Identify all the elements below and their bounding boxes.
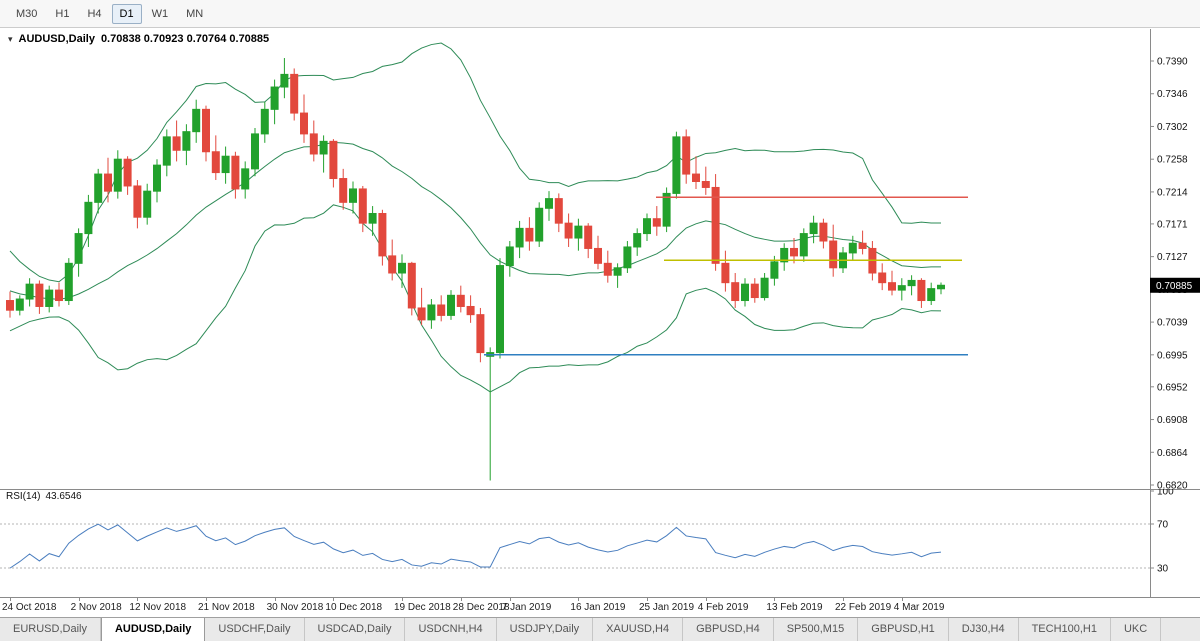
date-tick (137, 598, 139, 601)
chart-tabs-bar: EURUSD,Daily AUDUSD,Daily USDCHF,Daily USDC… (0, 617, 1200, 641)
rsi-levels: 100 70 30 (0, 489, 1174, 575)
price-axis[interactable]: 0.7390 0.7346 0.7302 0.7258 0.7214 0.7171 0.71… (1150, 57, 1188, 490)
date-label: 30 Nov 2018 (266, 602, 324, 613)
chart-symbol-label: AUDUSD,Daily (18, 33, 95, 45)
date-tick (333, 598, 335, 601)
current-price-badge: 0.70885 (1150, 277, 1200, 293)
date-label: 16 Jan 2019 (570, 602, 626, 613)
date-label: 10 Dec 2018 (325, 602, 383, 613)
date-tick (843, 598, 844, 601)
chart-tab-usdcnh-h4[interactable]: USDCNH,H4 (405, 618, 497, 641)
chart-tab-usdcad-daily[interactable]: USDCAD,Daily (305, 618, 406, 641)
rsi-value: 43.6546 (45, 491, 82, 502)
chart-tab-usdchf-daily[interactable]: USDCHF,Daily (205, 618, 305, 641)
chart-tab-ukc[interactable]: UKC (1111, 618, 1162, 641)
timeframe-button-d1[interactable]: D1 (111, 3, 142, 24)
chart-tab-usdjpy-daily[interactable]: USDJPY,Daily (497, 618, 594, 641)
date-label: 22 Feb 2019 (835, 602, 892, 613)
svg-text:70: 70 (1157, 520, 1169, 531)
rsi-indicator-label: RSI(14) 43.6546 (6, 491, 82, 502)
chart-ohlc-values: 0.70838 0.70923 0.70764 0.70885 (100, 33, 270, 45)
date-label: 13 Feb 2019 (766, 602, 823, 613)
rsi-panel[interactable]: 100 70 30 (0, 489, 1200, 597)
chart-title: ▾ AUDUSD,Daily 0.70838 0.70923 0.70764 0… (8, 33, 269, 45)
chart-tab-sp500-m15[interactable]: SP500,M15 (774, 618, 859, 641)
timeframe-button-h1[interactable]: H1 (55, 7, 70, 20)
date-label: 28 Dec 2018 (452, 602, 510, 613)
chart-dropdown-icon[interactable]: ▾ (8, 33, 13, 44)
date-label: 2 Nov 2018 (70, 602, 122, 613)
chart-tab-gbpusd-h4[interactable]: GBPUSD,H4 (683, 618, 774, 641)
date-tick (78, 598, 80, 601)
horizontal-level-lines[interactable] (484, 196, 968, 356)
chart-tab-eurusd-daily[interactable]: EURUSD,Daily (0, 618, 101, 641)
date-tick (509, 598, 511, 601)
date-label: 7 Jan 2019 (501, 602, 552, 613)
timeframe-toolbar: M30 H1 H4 D1 W1 MN (0, 0, 1200, 28)
svg-text:0.7390: 0.7390 (1157, 57, 1188, 68)
date-tick (705, 598, 707, 601)
date-tick (901, 598, 903, 601)
svg-text:0.6952: 0.6952 (1157, 382, 1188, 393)
timeframe-button-mn[interactable]: MN (186, 7, 204, 20)
chart-tab-gbpusd-h1[interactable]: GBPUSD,H1 (858, 618, 949, 641)
svg-text:0.7346: 0.7346 (1157, 89, 1188, 100)
date-label: 21 Nov 2018 (198, 602, 255, 613)
svg-text:0.7214: 0.7214 (1157, 187, 1188, 198)
svg-text:0.7127: 0.7127 (1157, 252, 1188, 263)
bollinger-bands (9, 42, 942, 393)
date-tick (402, 598, 403, 601)
candles (6, 58, 945, 481)
date-label: 4 Mar 2019 (893, 602, 945, 613)
date-axis[interactable]: 24 Oct 2018 2 Nov 2018 12 Nov 2018 21 Nov 2… (0, 597, 1200, 617)
date-label: 12 Nov 2018 (129, 602, 187, 613)
date-tick (578, 598, 580, 601)
date-tick (647, 598, 648, 601)
date-tick (274, 598, 276, 601)
svg-text:0.70885: 0.70885 (1156, 281, 1193, 292)
date-label: 25 Jan 2019 (639, 602, 695, 613)
svg-text:0.7258: 0.7258 (1157, 155, 1188, 166)
timeframe-button-h4[interactable]: H4 (87, 7, 102, 20)
svg-text:30: 30 (1157, 564, 1169, 575)
date-tick (774, 598, 776, 601)
svg-text:0.6864: 0.6864 (1157, 448, 1188, 459)
date-tick (460, 598, 462, 601)
date-tick (10, 598, 11, 601)
chart-tab-dj30-h4[interactable]: DJ30,H4 (949, 618, 1019, 641)
timeframe-button-m30[interactable]: M30 (16, 7, 38, 20)
svg-text:100: 100 (1157, 489, 1174, 498)
date-label: 4 Feb 2019 (697, 602, 749, 613)
timeframe-button-w1[interactable]: W1 (151, 7, 169, 20)
svg-text:0.7302: 0.7302 (1157, 122, 1188, 133)
date-label: 19 Dec 2018 (394, 602, 451, 613)
price-chart[interactable]: 0.7390 0.7346 0.7302 0.7258 0.7214 0.7171 0.71… (0, 29, 1200, 489)
rsi-line (9, 523, 942, 569)
chart-tab-tech100-h1[interactable]: TECH100,H1 (1019, 618, 1111, 641)
svg-text:0.7039: 0.7039 (1157, 318, 1188, 329)
svg-text:0.6995: 0.6995 (1157, 350, 1188, 361)
svg-text:0.6820: 0.6820 (1157, 481, 1188, 489)
date-tick (206, 598, 207, 601)
rsi-name: RSI(14) (6, 491, 41, 502)
chart-tab-audusd-daily[interactable]: AUDUSD,Daily (100, 618, 206, 641)
svg-text:0.6908: 0.6908 (1157, 415, 1188, 426)
date-label: 24 Oct 2018 (2, 602, 57, 613)
svg-text:0.7171: 0.7171 (1157, 219, 1188, 230)
chart-tab-xauusd-h4[interactable]: XAUUSD,H4 (593, 618, 684, 641)
